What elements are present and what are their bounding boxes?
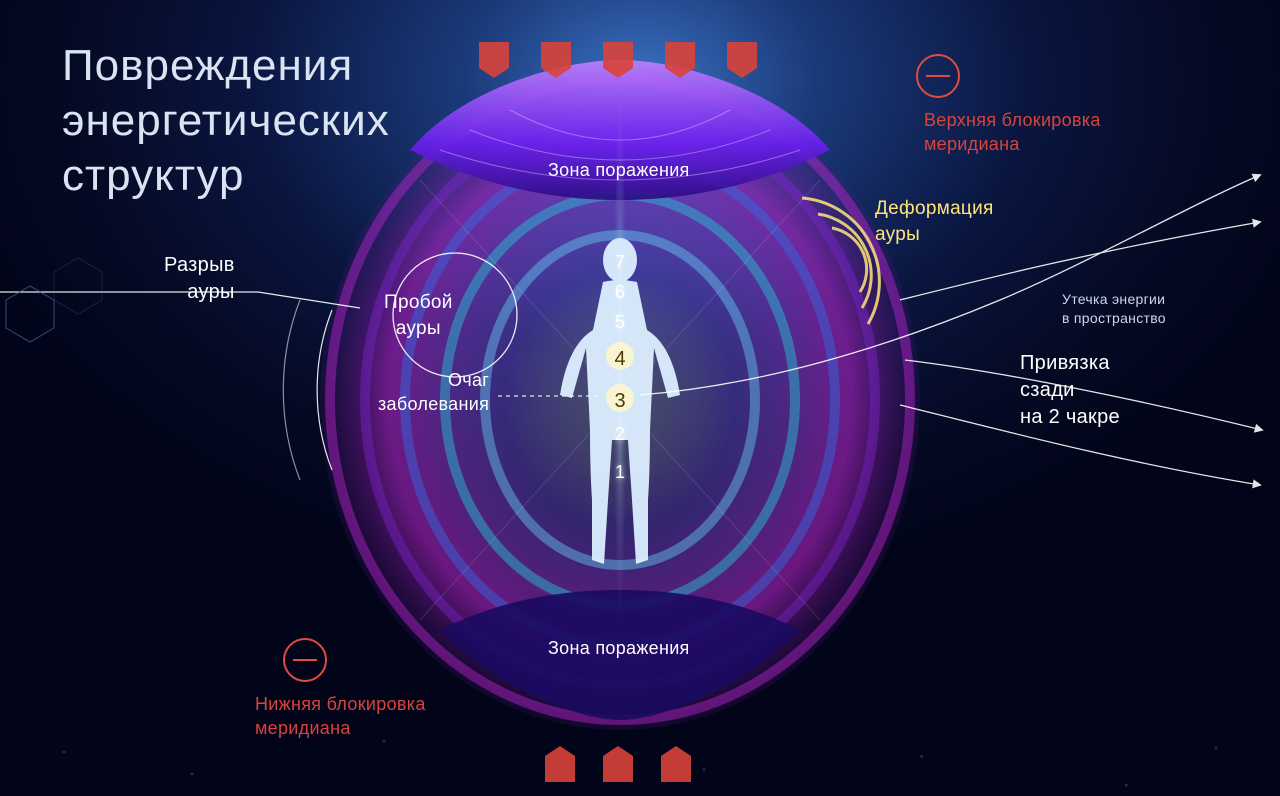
label-nizh-block: Нижняя блокировка меридиана <box>255 692 426 741</box>
label-zona-top: Зона поражения <box>548 158 690 182</box>
page-title: Повреждения энергетических структур <box>62 38 390 203</box>
label-proboy-aury: Пробой ауры <box>384 290 453 341</box>
top-markers <box>479 42 757 78</box>
chakra-3: 3 <box>614 390 625 413</box>
chakra-6: 6 <box>615 282 625 303</box>
minus-icon-top <box>917 55 959 97</box>
label-verh-block: Верхняя блокировка меридиана <box>924 108 1101 157</box>
label-ochag: Очаг заболевания <box>378 368 489 417</box>
chakra-7: 7 <box>615 252 625 273</box>
chakra-4: 4 <box>614 348 625 371</box>
label-utechka: Утечка энергии в пространство <box>1062 290 1166 328</box>
label-deform-aury: Деформация ауры <box>875 196 994 247</box>
label-privyazka: Привязка сзади на 2 чакре <box>1020 350 1120 431</box>
bottom-markers <box>545 746 691 782</box>
hex-decor <box>6 258 102 342</box>
label-zona-bottom: Зона поражения <box>548 636 690 660</box>
chakra-1: 1 <box>615 462 625 483</box>
label-razryv-aury: Разрыв ауры <box>164 252 235 306</box>
chakra-5: 5 <box>615 312 625 333</box>
minus-icon-bottom <box>284 639 326 681</box>
deformation-arcs <box>802 198 879 324</box>
chakra-2: 2 <box>615 424 625 445</box>
callout-razryv <box>0 292 360 480</box>
